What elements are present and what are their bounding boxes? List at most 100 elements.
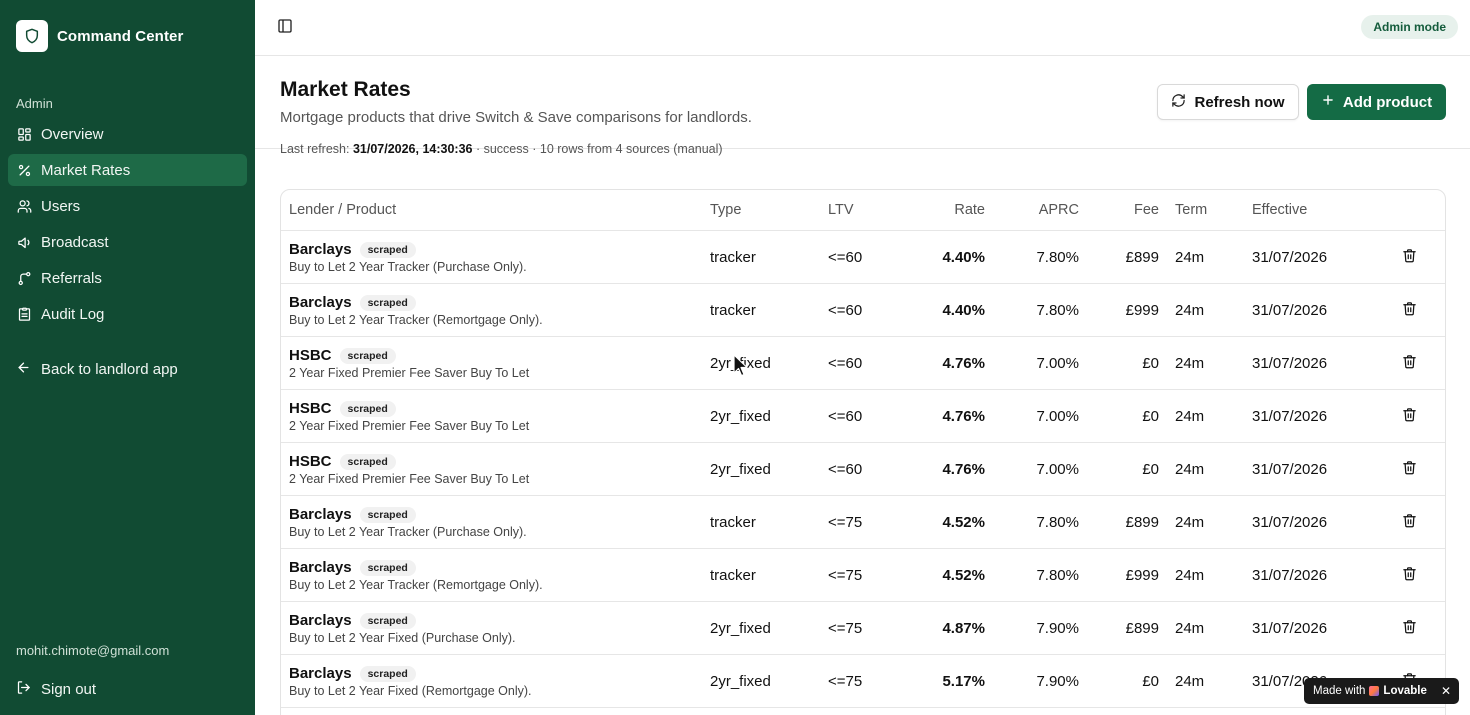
back-to-landlord-link[interactable]: Back to landlord app: [16, 360, 178, 379]
sidebar-item-label: Referrals: [41, 269, 102, 287]
sidebar-item-broadcast[interactable]: Broadcast: [8, 226, 247, 258]
col-ltv: LTV: [828, 202, 854, 218]
grid-icon: [16, 126, 32, 142]
page-title: Market Rates: [280, 78, 411, 101]
table-row[interactable]: Barclays scraped Buy to Let 2 Year Tracker…: [281, 496, 1445, 549]
table-row[interactable]: HSBC scraped 2 Year Fixed Premier Fee Save…: [281, 443, 1445, 496]
source-badge: scraped: [339, 400, 396, 417]
col-fee: Fee: [1134, 202, 1159, 218]
table-row[interactable]: Barclays scraped Buy to Let 2 Year Tracker…: [281, 231, 1445, 284]
aprc-cell: 7.00%: [1036, 461, 1079, 478]
aprc-cell: 7.00%: [1036, 408, 1079, 425]
fee-cell: £899: [1125, 514, 1159, 531]
rate-cell: 4.52%: [942, 567, 985, 584]
type-cell: tracker: [710, 514, 756, 531]
sidebar-toggle-icon[interactable]: [277, 18, 295, 36]
ltv-cell: <=75: [828, 567, 863, 584]
table-row[interactable]: HSBC scraped 2 Year Fixed Premier Fee Save…: [281, 390, 1445, 443]
table-row[interactable]: HSBC scraped 2 Year Fixed Premier Fee Save…: [281, 337, 1445, 390]
table-body: Barclays scraped Buy to Let 2 Year Tracker…: [281, 231, 1445, 708]
aprc-cell: 7.80%: [1036, 514, 1079, 531]
type-cell: tracker: [710, 302, 756, 319]
ltv-cell: <=75: [828, 620, 863, 637]
lender-cell: Barclays scraped: [289, 241, 416, 258]
type-cell: 2yr_fixed: [710, 620, 771, 637]
term-cell: 24m: [1175, 514, 1205, 531]
delete-icon[interactable]: [1402, 566, 1417, 585]
term-cell: 24m: [1175, 355, 1205, 372]
sidebar-item-audit-log[interactable]: Audit Log: [8, 298, 247, 330]
delete-icon[interactable]: [1402, 407, 1417, 426]
sign-out-button[interactable]: Sign out: [16, 680, 96, 699]
lender-name: HSBC: [289, 453, 332, 470]
type-cell: tracker: [710, 249, 756, 266]
delete-icon[interactable]: [1402, 619, 1417, 638]
product-name: Buy to Let 2 Year Tracker (Purchase Only…: [289, 260, 527, 274]
term-cell: 24m: [1175, 673, 1205, 690]
fee-cell: £0: [1142, 355, 1159, 372]
lender-name: HSBC: [289, 400, 332, 417]
source-badge: scraped: [359, 294, 416, 311]
table-row[interactable]: Barclays scraped Buy to Let 2 Year Fixed (…: [281, 655, 1445, 708]
sidebar-section-label: Admin: [16, 96, 53, 111]
back-link-label: Back to landlord app: [41, 361, 178, 378]
user-email: mohit.chimote@gmail.com: [16, 643, 170, 658]
lender-cell: Barclays scraped: [289, 506, 416, 523]
aprc-cell: 7.00%: [1036, 355, 1079, 372]
delete-icon[interactable]: [1402, 248, 1417, 267]
market-rates-table: Lender / Product Type LTV Rate APRC Fee …: [280, 189, 1446, 715]
fee-cell: £899: [1125, 620, 1159, 637]
fee-cell: £0: [1142, 673, 1159, 690]
brand[interactable]: Command Center: [16, 20, 183, 52]
product-name: Buy to Let 2 Year Fixed (Remortgage Only…: [289, 684, 532, 698]
ltv-cell: <=60: [828, 408, 863, 425]
source-badge: scraped: [339, 453, 396, 470]
lender-name: Barclays: [289, 506, 352, 523]
fee-cell: £999: [1125, 567, 1159, 584]
close-icon[interactable]: ✕: [1440, 684, 1451, 698]
sidebar-item-market-rates[interactable]: Market Rates: [8, 154, 247, 186]
delete-icon[interactable]: [1402, 513, 1417, 532]
table-row[interactable]: Barclays scraped Buy to Let 2 Year Tracker…: [281, 549, 1445, 602]
aprc-cell: 7.80%: [1036, 302, 1079, 319]
source-badge: scraped: [359, 241, 416, 258]
type-cell: 2yr_fixed: [710, 461, 771, 478]
made-with-lovable-badge[interactable]: Made with Lovable ✕: [1304, 678, 1459, 704]
delete-icon[interactable]: [1402, 301, 1417, 320]
effective-cell: 31/07/2026: [1252, 249, 1328, 266]
delete-icon[interactable]: [1402, 460, 1417, 479]
table-row[interactable]: Barclays scraped Buy to Let 2 Year Tracker…: [281, 284, 1445, 337]
aprc-cell: 7.90%: [1036, 673, 1079, 690]
fee-cell: £0: [1142, 461, 1159, 478]
source-badge: scraped: [359, 506, 416, 523]
header-divider: [255, 148, 1470, 149]
aprc-cell: 7.80%: [1036, 567, 1079, 584]
sidebar-item-referrals[interactable]: Referrals: [8, 262, 247, 294]
effective-cell: 31/07/2026: [1252, 302, 1328, 319]
col-type: Type: [710, 202, 742, 218]
term-cell: 24m: [1175, 249, 1205, 266]
sign-out-label: Sign out: [41, 681, 97, 698]
source-badge: scraped: [359, 612, 416, 629]
app-title: Command Center: [57, 27, 184, 45]
refresh-prefix: Last refresh:: [280, 142, 353, 156]
sidebar-item-label: Broadcast: [41, 233, 109, 251]
type-cell: 2yr_fixed: [710, 408, 771, 425]
last-refresh-info: Last refresh: 31/07/2026, 14:30:36 · suc…: [280, 142, 723, 156]
sidebar-item-users[interactable]: Users: [8, 190, 247, 222]
admin-mode-badge: Admin mode: [1361, 15, 1458, 39]
effective-cell: 31/07/2026: [1252, 355, 1328, 372]
rate-cell: 4.87%: [942, 620, 985, 637]
add-product-button[interactable]: Add product: [1307, 84, 1446, 120]
lender-name: Barclays: [289, 241, 352, 258]
delete-icon[interactable]: [1402, 354, 1417, 373]
plus-icon: [1321, 93, 1335, 111]
sidebar-item-overview[interactable]: Overview: [8, 118, 247, 150]
sidebar-item-label: Overview: [41, 125, 104, 143]
refresh-now-label: Refresh now: [1194, 93, 1285, 111]
term-cell: 24m: [1175, 408, 1205, 425]
ltv-cell: <=60: [828, 302, 863, 319]
refresh-now-button[interactable]: Refresh now: [1157, 84, 1299, 120]
table-row[interactable]: Barclays scraped Buy to Let 2 Year Fixed (…: [281, 602, 1445, 655]
col-effective: Effective: [1252, 202, 1308, 218]
